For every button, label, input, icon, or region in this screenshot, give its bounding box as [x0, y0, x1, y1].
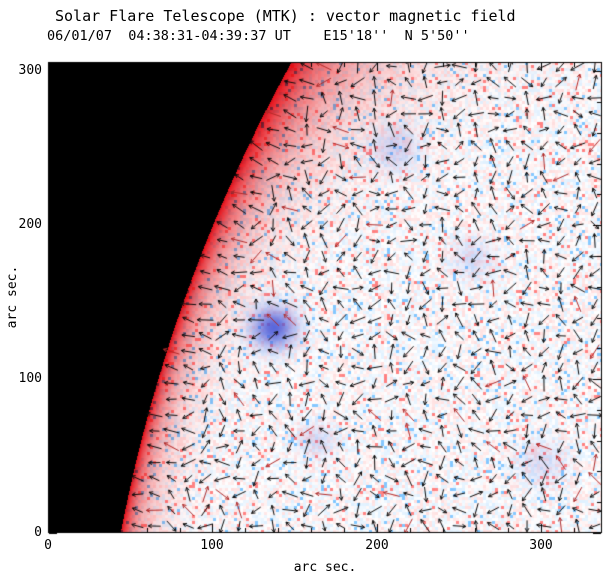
plot-title: Solar Flare Telescope (MTK) : vector mag… [55, 7, 516, 25]
x-tick-label: 200 [365, 538, 389, 553]
x-tick-label: 300 [529, 538, 553, 553]
x-tick-label: 0 [44, 538, 52, 553]
y-axis-label: arc sec. [5, 265, 21, 329]
plot-subtitle: 06/01/07 04:38:31-04:39:37 UT E15'18'' N… [47, 28, 470, 44]
y-tick-label: 200 [18, 217, 42, 232]
y-tick-label: 300 [18, 63, 42, 78]
y-tick-label: 100 [18, 371, 42, 386]
x-tick-label: 100 [200, 538, 224, 553]
y-tick-label: 0 [34, 525, 42, 540]
x-axis-label: arc sec. [293, 560, 357, 575]
